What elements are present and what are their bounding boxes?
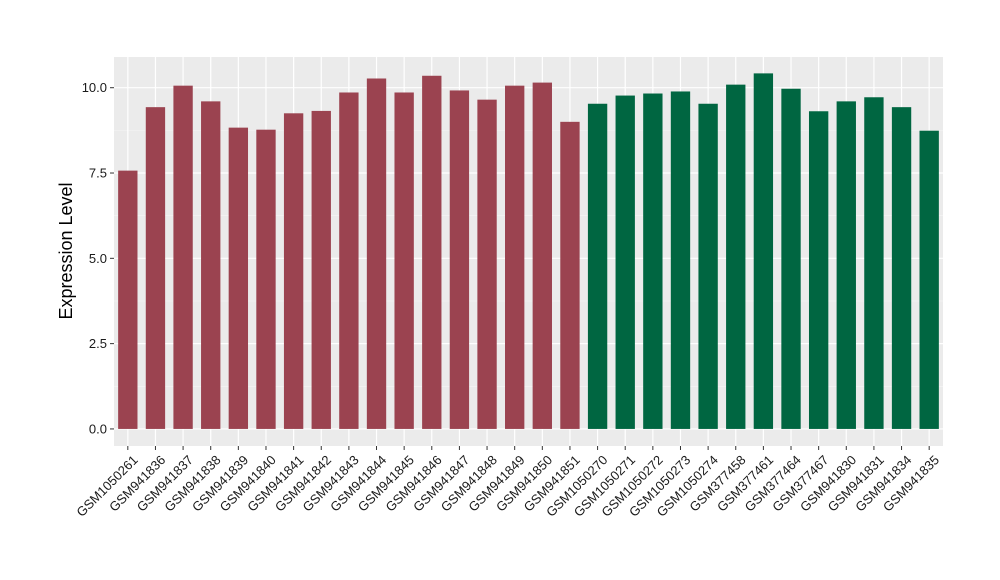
y-axis: 0.0 2.5 5.0 7.5 10.0 — [82, 80, 114, 436]
plot-panel — [114, 57, 943, 446]
bar — [339, 92, 359, 429]
y-tick-label: 0.0 — [89, 421, 107, 436]
bar — [560, 121, 580, 429]
bar — [643, 93, 663, 429]
y-axis-title: Expression Level — [56, 182, 76, 319]
bar — [891, 107, 912, 429]
bar — [864, 97, 884, 429]
bar — [781, 88, 801, 429]
bar — [422, 75, 442, 429]
bar — [505, 85, 525, 429]
bar — [366, 78, 387, 429]
bar — [670, 91, 691, 429]
bar — [173, 85, 193, 429]
bar — [615, 95, 635, 429]
bar — [532, 82, 552, 429]
bar — [228, 127, 249, 429]
bar — [394, 92, 414, 429]
y-tick-label: 5.0 — [89, 251, 107, 266]
bar — [449, 90, 470, 429]
bar — [753, 73, 774, 429]
bar — [587, 103, 608, 429]
bar — [477, 99, 497, 429]
bar — [256, 129, 276, 429]
bar — [698, 103, 718, 429]
bars — [118, 73, 939, 429]
bar — [919, 130, 939, 429]
bar — [145, 107, 166, 429]
y-tick-label: 2.5 — [89, 336, 107, 351]
bar — [836, 101, 856, 429]
bar — [726, 84, 746, 429]
bar — [118, 170, 138, 429]
bar — [283, 113, 304, 429]
bar — [311, 110, 331, 429]
x-axis: GSM1050261GSM941836GSM941837GSM941838GSM… — [73, 446, 942, 520]
y-tick-label: 10.0 — [82, 80, 107, 95]
bar — [201, 101, 221, 429]
y-tick-label: 7.5 — [89, 166, 107, 181]
bar — [808, 111, 829, 429]
